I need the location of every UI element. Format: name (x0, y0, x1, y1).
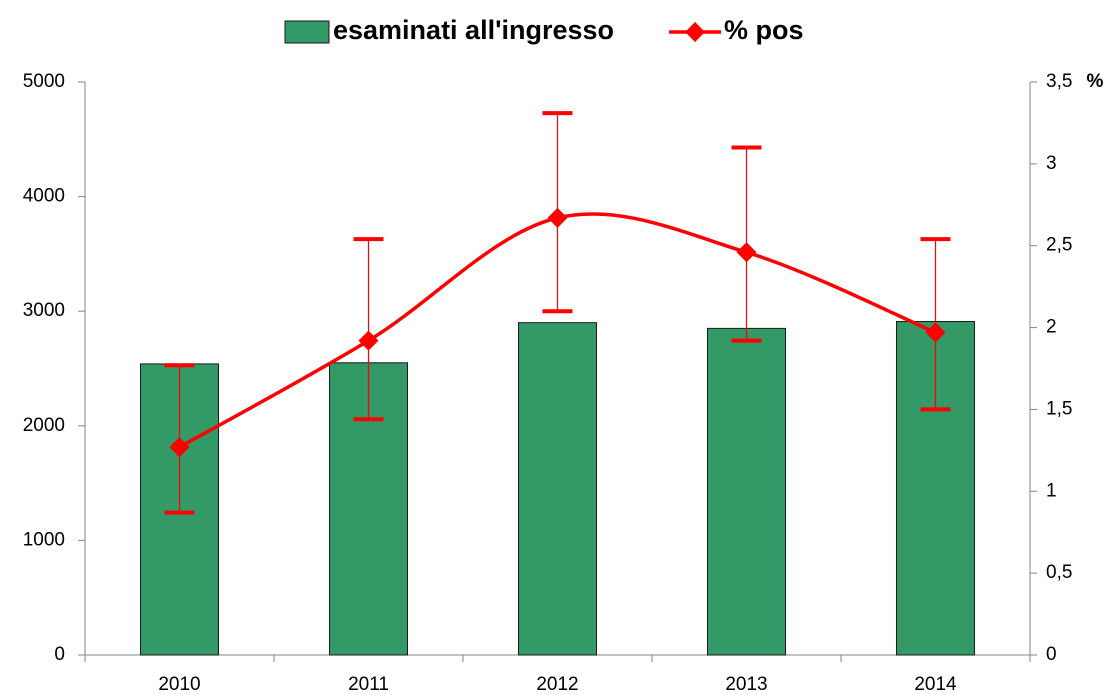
y-tick-label: 5000 (23, 71, 65, 92)
marker (925, 322, 946, 343)
x-tick-label: 2012 (536, 674, 578, 695)
marker (736, 242, 757, 263)
marker (547, 207, 568, 228)
y-tick-label: 4000 (23, 186, 65, 207)
x-tick-label: 2011 (348, 674, 389, 695)
y2-tick-label: 1,5 (1046, 398, 1072, 419)
legend-marker (685, 22, 706, 42)
y2-tick-label: 0,5 (1046, 562, 1072, 583)
x-tick-label: 2014 (914, 674, 957, 695)
y2-axis-label: % (1087, 71, 1104, 92)
y2-tick-label: 2,5 (1046, 235, 1072, 256)
y-tick-label: 1000 (23, 529, 65, 550)
y2-tick-label: 0 (1046, 644, 1057, 665)
x-tick-label: 2010 (158, 674, 200, 695)
y2-tick-label: 1 (1046, 480, 1057, 501)
y2-tick-label: 2 (1046, 317, 1057, 338)
marker (169, 437, 190, 458)
y-tick-label: 2000 (23, 415, 65, 436)
bar (707, 327, 786, 656)
legend-swatch (284, 20, 330, 44)
y-tick-label: 0 (54, 644, 65, 665)
y2-tick-label: 3 (1046, 153, 1057, 174)
y2-tick-label: 3,5 (1046, 71, 1072, 92)
y-tick-label: 3000 (23, 300, 65, 321)
bar (518, 322, 597, 656)
legend-label: % pos (724, 15, 804, 45)
marker (358, 330, 379, 351)
legend-label: esaminati all'ingresso (333, 15, 614, 45)
x-tick-label: 2013 (725, 674, 767, 695)
